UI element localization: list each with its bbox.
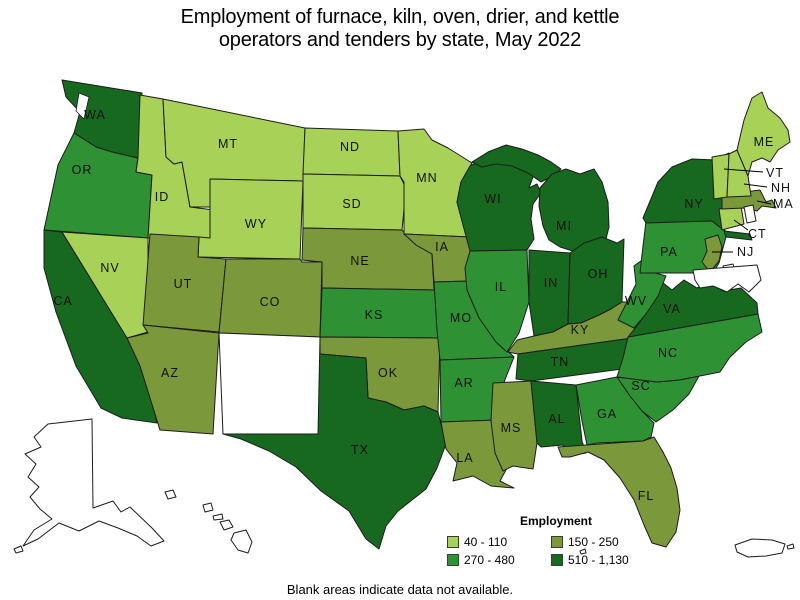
coastline-detail — [75, 92, 90, 120]
state-label-NV: NV — [100, 261, 119, 275]
callout-line-NH — [743, 183, 768, 188]
state-MI[interactable] — [538, 168, 610, 255]
legend-swatch-bin4 — [551, 554, 563, 566]
state-TX[interactable] — [222, 353, 447, 550]
state-label-ND: ND — [340, 140, 360, 154]
state-label-GA: GA — [597, 407, 617, 421]
legend-label-bin1: 40 - 110 — [464, 535, 508, 549]
state-label-NE: NE — [350, 254, 369, 268]
state-VT[interactable] — [711, 153, 730, 200]
state-label-TX: TX — [351, 443, 369, 457]
no-data-area-NM — [218, 332, 321, 435]
legend-entry: 270 - 480 — [447, 553, 551, 567]
legend-title: Employment — [519, 514, 592, 528]
state-label-NY: NY — [684, 197, 703, 211]
state-label-IN: IN — [544, 276, 559, 290]
state-CT[interactable] — [718, 205, 745, 231]
state-label-KY: KY — [571, 323, 590, 337]
no-data-area-AK — [22, 418, 165, 547]
legend-grid: 40 - 110 150 - 250 270 - 480 510 - 1,130 — [447, 535, 665, 567]
state-label-WV: WV — [625, 294, 647, 308]
state-label-OR: OR — [72, 163, 93, 177]
no-data-area-MD — [692, 264, 762, 293]
no-data-area-RI — [743, 204, 757, 224]
state-label-WY: WY — [245, 217, 267, 231]
state-NH[interactable] — [726, 149, 752, 198]
state-label-MT: MT — [218, 137, 238, 151]
state-label-LA: LA — [456, 451, 473, 465]
state-label-NC: NC — [658, 346, 678, 360]
state-label-OK: OK — [378, 366, 398, 380]
no-data-area-HI — [202, 502, 214, 513]
state-label-SC: SC — [631, 379, 650, 393]
legend: Employment 40 - 110 150 - 250 270 - 480 … — [447, 514, 665, 567]
no-data-area-HI — [219, 519, 234, 531]
state-label-CO: CO — [260, 295, 281, 309]
callout-line-CT — [733, 219, 749, 231]
legend-label-bin2: 150 - 250 — [568, 535, 619, 549]
state-NC[interactable] — [616, 313, 763, 383]
state-label-IA: IA — [435, 240, 449, 254]
state-label-KS: KS — [365, 308, 384, 322]
state-label-WA: WA — [84, 108, 106, 122]
legend-swatch-bin2 — [551, 536, 563, 548]
no-data-area-PR — [786, 543, 795, 550]
state-label-AL: AL — [548, 412, 565, 426]
state-FL[interactable] — [557, 436, 681, 548]
state-label-PA: PA — [660, 245, 678, 259]
state-label-SD: SD — [342, 197, 361, 211]
no-data-area-PR — [734, 538, 786, 558]
no-data-area-HI — [212, 513, 224, 521]
state-NY[interactable] — [723, 230, 753, 241]
no-data-area-HI — [164, 489, 177, 500]
state-label-VA: VA — [663, 302, 681, 316]
no-data-area-AK — [13, 545, 24, 554]
state-label-MI: MI — [556, 219, 572, 233]
callout-line-VT — [723, 168, 764, 173]
footnote: Blank areas indicate data not available. — [286, 582, 514, 597]
state-IL[interactable] — [464, 249, 530, 353]
legend-label-bin4: 510 - 1,130 — [568, 553, 629, 567]
state-label-IL: IL — [495, 280, 507, 294]
state-label-CA: CA — [53, 294, 72, 308]
state-label-TN: TN — [551, 355, 570, 369]
legend-entry: 150 - 250 — [551, 535, 665, 549]
state-NJ[interactable] — [701, 234, 723, 273]
state-AZ[interactable] — [126, 324, 220, 435]
state-label-VT: VT — [766, 166, 784, 180]
state-label-MN: MN — [416, 171, 437, 185]
state-label-CT: CT — [748, 227, 767, 241]
legend-swatch-bin3 — [447, 554, 459, 566]
chart-title: Employment of furnace, kiln, oven, drier… — [0, 6, 800, 52]
chart-title-line2: operators and tenders by state, May 2022 — [218, 29, 582, 51]
state-label-OH: OH — [588, 267, 609, 281]
legend-swatch-bin1 — [447, 536, 459, 548]
callout-line-MA — [756, 200, 772, 205]
legend-label-bin3: 270 - 480 — [464, 553, 515, 567]
legend-entry: 40 - 110 — [447, 535, 551, 549]
no-data-area-HI — [230, 529, 253, 554]
state-label-AR: AR — [454, 376, 473, 390]
state-label-NJ: NJ — [737, 245, 754, 259]
state-label-ID: ID — [155, 190, 170, 204]
state-label-UT: UT — [174, 277, 193, 291]
state-label-FL: FL — [638, 489, 655, 503]
state-label-AZ: AZ — [161, 366, 179, 380]
no-data-area-PR — [579, 548, 587, 555]
state-label-ME: ME — [754, 135, 775, 149]
legend-entry: 510 - 1,130 — [551, 553, 665, 567]
state-label-MA: MA — [773, 197, 794, 211]
chart-title-line1: Employment of furnace, kiln, oven, drier… — [180, 6, 620, 28]
state-ME[interactable] — [736, 91, 791, 177]
state-label-MS: MS — [501, 421, 522, 435]
state-IN[interactable] — [528, 249, 571, 337]
state-label-WI: WI — [484, 192, 501, 206]
state-label-NH: NH — [771, 181, 791, 195]
state-label-MO: MO — [450, 311, 472, 325]
